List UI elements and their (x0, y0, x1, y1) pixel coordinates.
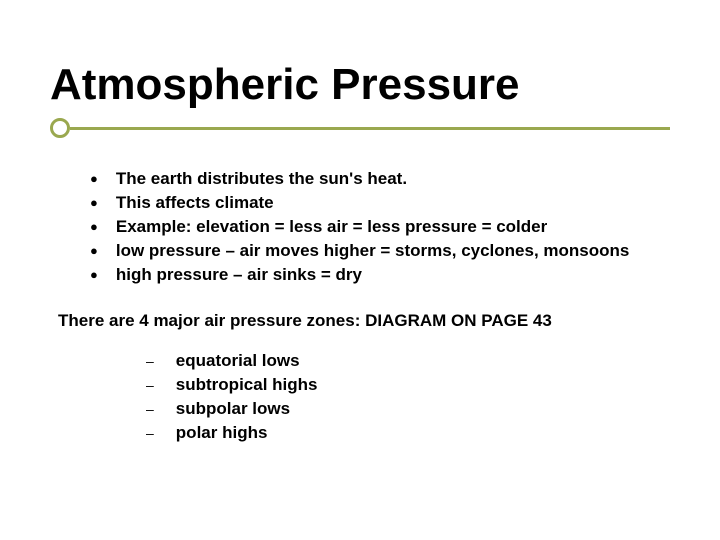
dash-icon: – (146, 422, 154, 444)
dash-icon: – (146, 374, 154, 396)
dash-icon: – (146, 398, 154, 420)
bullet-icon: ● (90, 192, 98, 214)
sub-bullet-text: subpolar lows (176, 398, 290, 420)
bullet-text: This affects climate (116, 192, 274, 214)
sub-bullet-list: – equatorial lows – subtropical highs – … (146, 350, 670, 444)
sub-bullet-text: equatorial lows (176, 350, 300, 372)
slide-title: Atmospheric Pressure (50, 60, 670, 110)
sub-bullet-text: subtropical highs (176, 374, 318, 396)
underline-circle-icon (50, 118, 70, 138)
sub-bullet-item: – equatorial lows (146, 350, 670, 372)
slide: Atmospheric Pressure ● The earth distrib… (0, 0, 720, 540)
title-underline (50, 118, 670, 138)
bullet-item: ● The earth distributes the sun's heat. (90, 168, 670, 190)
bullet-item: ● This affects climate (90, 192, 670, 214)
main-bullet-list: ● The earth distributes the sun's heat. … (90, 168, 670, 286)
sub-bullet-item: – subtropical highs (146, 374, 670, 396)
sub-bullet-item: – subpolar lows (146, 398, 670, 420)
bullet-item: ● high pressure – air sinks = dry (90, 264, 670, 286)
bullet-item: ● Example: elevation = less air = less p… (90, 216, 670, 238)
subheading: There are 4 major air pressure zones: DI… (58, 310, 670, 332)
bullet-text: Example: elevation = less air = less pre… (116, 216, 547, 238)
sub-bullet-text: polar highs (176, 422, 268, 444)
dash-icon: – (146, 350, 154, 372)
bullet-text: low pressure – air moves higher = storms… (116, 240, 630, 262)
underline-bar (70, 127, 670, 130)
bullet-icon: ● (90, 264, 98, 286)
bullet-icon: ● (90, 216, 98, 238)
bullet-text: The earth distributes the sun's heat. (116, 168, 407, 190)
sub-bullet-item: – polar highs (146, 422, 670, 444)
bullet-item: ● low pressure – air moves higher = stor… (90, 240, 670, 262)
bullet-icon: ● (90, 168, 98, 190)
bullet-icon: ● (90, 240, 98, 262)
bullet-text: high pressure – air sinks = dry (116, 264, 362, 286)
